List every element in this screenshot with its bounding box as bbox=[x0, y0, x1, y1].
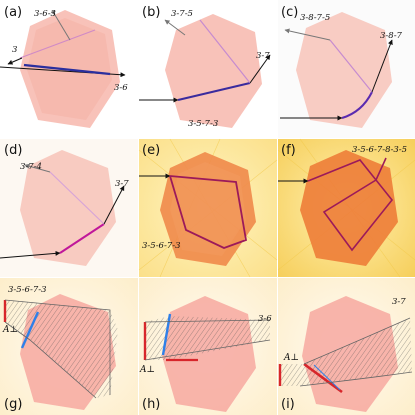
ray-label: 3-6 bbox=[258, 314, 272, 324]
hexagon-prism bbox=[300, 150, 398, 266]
panel-h bbox=[139, 278, 277, 415]
panel-e bbox=[138, 138, 278, 278]
ray-label: 3-7 bbox=[115, 179, 129, 189]
ray-label: 3-7-4 bbox=[20, 162, 42, 172]
a-perp-label: A⊥ bbox=[283, 353, 299, 363]
hexagon-prism bbox=[165, 14, 262, 128]
panel-f bbox=[277, 138, 415, 278]
panel-i bbox=[278, 278, 415, 415]
ray-label: 3 bbox=[12, 45, 17, 55]
hexagon-prism bbox=[20, 150, 116, 266]
ray-label: 3-5-7-3 bbox=[188, 119, 218, 129]
panel-g bbox=[0, 278, 138, 415]
ray-inside-path bbox=[307, 157, 394, 252]
panel-b bbox=[139, 0, 277, 138]
ray-reflected-path bbox=[19, 29, 96, 59]
panel-letter: (e) bbox=[142, 143, 160, 158]
ray-label: 3-8-7-5 bbox=[300, 13, 330, 23]
ray-label: 3-7 bbox=[392, 297, 406, 307]
panel-a bbox=[0, 0, 138, 138]
a-perp-label: A⊥ bbox=[139, 365, 155, 375]
panel-letter: (d) bbox=[4, 143, 22, 158]
ray-label: 3-6 bbox=[114, 83, 128, 93]
ray-label: 3-7 bbox=[256, 51, 270, 61]
ray-inside-path bbox=[169, 175, 248, 249]
panel-letter: (i) bbox=[281, 397, 295, 412]
panel-d bbox=[0, 139, 138, 277]
ray-label: 3-5-6-7-3 bbox=[8, 285, 47, 295]
panel-letter: (b) bbox=[142, 5, 160, 20]
ray-label: 3-7-5 bbox=[171, 9, 193, 19]
ray-label: 3-5-6-7-3 bbox=[142, 241, 181, 251]
panel-letter: (g) bbox=[4, 397, 22, 412]
panel-letter: (h) bbox=[142, 397, 160, 412]
ray-label: 3-5-6-7-8-3-5 bbox=[352, 145, 407, 155]
panel-letter: (c) bbox=[281, 5, 298, 20]
ray-inside-path bbox=[177, 82, 251, 101]
ray-label: 3-6-3 bbox=[34, 9, 56, 19]
panel-c bbox=[278, 0, 415, 138]
panel-letter: (f) bbox=[281, 143, 296, 158]
panel-letter: (a) bbox=[4, 5, 22, 20]
ray-label: 3-8-7 bbox=[380, 31, 403, 41]
a-perp-label: A⊥ bbox=[2, 325, 18, 335]
ray-inside-path bbox=[23, 63, 111, 76]
